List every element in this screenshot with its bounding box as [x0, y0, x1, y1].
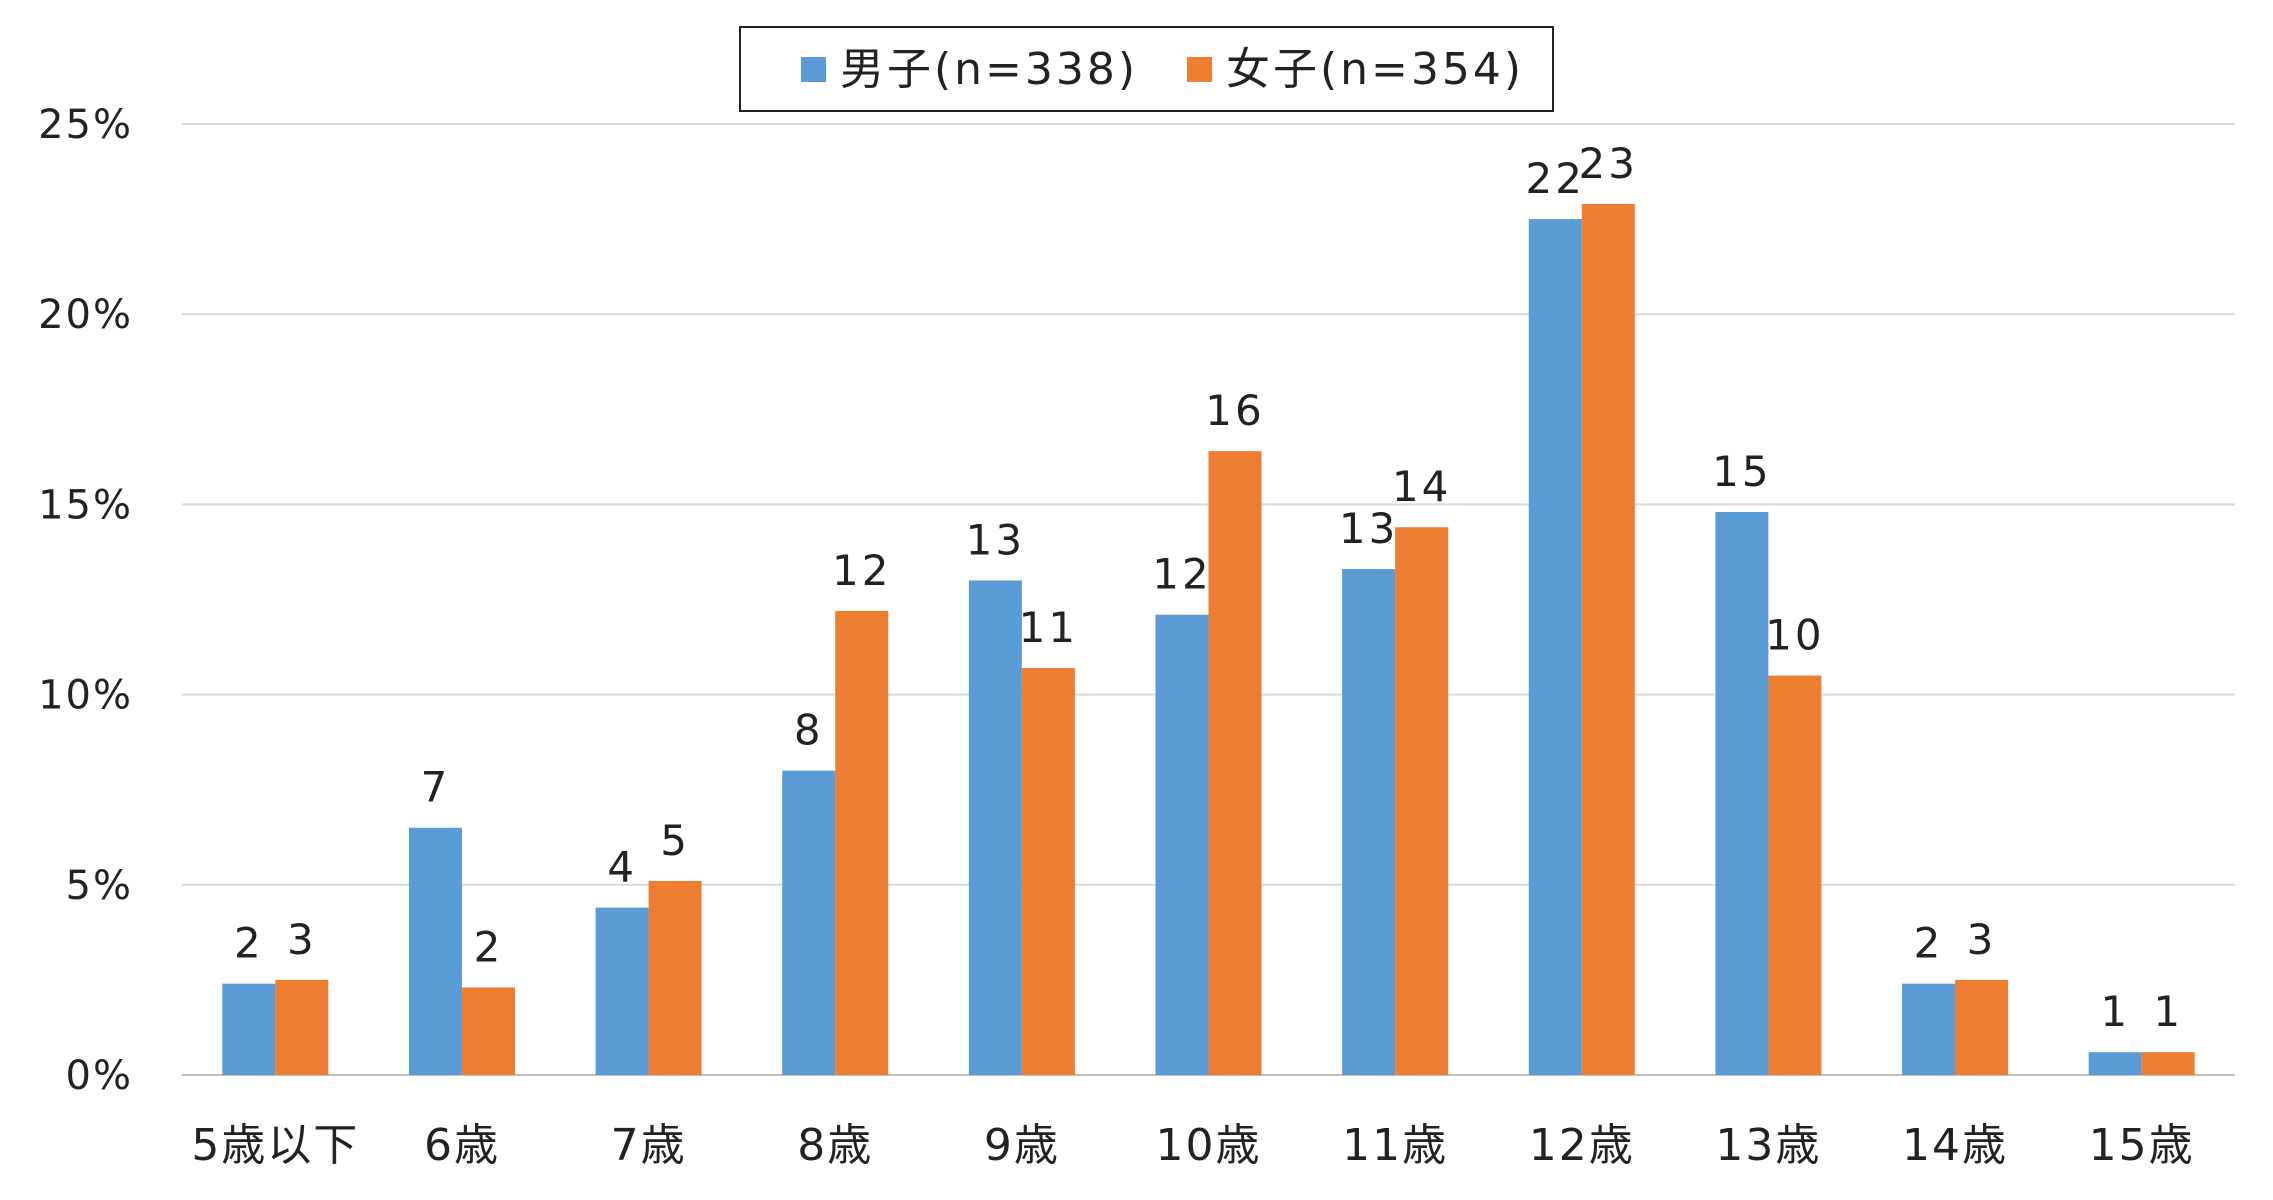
bar-boys-0 [222, 983, 276, 1075]
data-label-boys-7: 22 [1526, 154, 1585, 203]
bar-girls-3 [835, 610, 889, 1075]
data-label-girls-1: 2 [474, 923, 504, 972]
x-category-label: 10歳 [1156, 1120, 1262, 1171]
x-category-label: 7歳 [611, 1120, 687, 1171]
data-label-girls-0: 3 [287, 915, 317, 964]
legend-box [739, 26, 1554, 112]
legend-swatch-boys [801, 57, 826, 82]
bar-boys-1 [408, 827, 462, 1075]
x-axis-categories: 5歳以下 6歳 7歳 8歳 9歳 10歳 11歳 12歳 13歳 14歳 15歳 [191, 1120, 2195, 1171]
y-tick-label: 25% [38, 102, 133, 148]
data-label-girls-5: 16 [1205, 386, 1264, 435]
y-tick-label: 20% [38, 292, 133, 338]
x-category-label: 9歳 [984, 1120, 1060, 1171]
data-label-boys-4: 13 [966, 515, 1025, 564]
data-label-boys-2: 4 [607, 843, 637, 892]
bar-girls-10 [2141, 1052, 2195, 1075]
data-label-boys-0: 2 [234, 919, 264, 968]
legend: 男子(n=338) 女子(n=354) [739, 26, 1554, 112]
data-label-girls-6: 14 [1392, 462, 1451, 511]
bar-girls-8 [1768, 675, 1822, 1075]
bar-boys-4 [968, 580, 1022, 1075]
data-label-boys-6: 13 [1339, 504, 1398, 553]
x-category-label: 8歳 [797, 1120, 873, 1171]
bar-boys-3 [782, 770, 836, 1075]
bar-girls-4 [1021, 667, 1075, 1075]
data-label-girls-8: 10 [1765, 611, 1824, 660]
x-category-label: 11歳 [1342, 1120, 1448, 1171]
bar-girls-7 [1581, 203, 1635, 1075]
x-category-label: 14歳 [1902, 1120, 2008, 1171]
data-label-girls-7: 23 [1579, 139, 1638, 188]
x-category-label: 5歳以下 [191, 1120, 359, 1171]
bars [222, 203, 2195, 1076]
data-label-boys-8: 15 [1712, 447, 1771, 496]
data-label-boys-10: 1 [2100, 987, 2130, 1036]
data-label-boys-3: 8 [794, 706, 824, 755]
legend-label-girls: 女子(n=354) [1226, 44, 1524, 95]
bar-girls-0 [275, 979, 329, 1075]
bar-girls-1 [461, 987, 515, 1075]
bar-boys-5 [1155, 614, 1209, 1075]
bar-boys-6 [1342, 569, 1396, 1075]
legend-swatch-girls [1187, 57, 1212, 82]
x-category-label: 6歳 [424, 1120, 500, 1171]
bar-boys-7 [1528, 219, 1582, 1076]
data-label-girls-4: 11 [1019, 603, 1078, 652]
bar-boys-8 [1715, 512, 1769, 1075]
bar-boys-9 [1902, 983, 1956, 1075]
bar-boys-2 [595, 907, 649, 1075]
data-label-boys-1: 7 [421, 763, 451, 812]
legend-label-boys: 男子(n=338) [840, 44, 1138, 95]
data-label-boys-5: 12 [1152, 550, 1211, 599]
data-label-girls-2: 5 [660, 816, 690, 865]
bar-girls-2 [648, 880, 702, 1075]
y-tick-label: 15% [38, 482, 133, 528]
bar-boys-10 [2088, 1052, 2142, 1075]
bar-girls-9 [1955, 979, 2009, 1075]
y-tick-label: 10% [38, 673, 133, 719]
data-label-girls-10: 1 [2153, 987, 2183, 1036]
x-category-label: 12歳 [1529, 1120, 1635, 1171]
x-category-label: 13歳 [1715, 1120, 1821, 1171]
y-axis-ticks: 0% 5% 10% 15% 20% 25% [38, 102, 133, 1099]
y-tick-label: 0% [66, 1053, 133, 1099]
bar-girls-5 [1208, 451, 1262, 1075]
data-label-girls-9: 3 [1967, 915, 1997, 964]
data-label-girls-3: 12 [832, 546, 891, 595]
y-tick-label: 5% [66, 863, 133, 909]
bar-girls-6 [1395, 527, 1449, 1075]
x-category-label: 15歳 [2089, 1120, 2195, 1171]
data-label-boys-9: 2 [1914, 919, 1944, 968]
